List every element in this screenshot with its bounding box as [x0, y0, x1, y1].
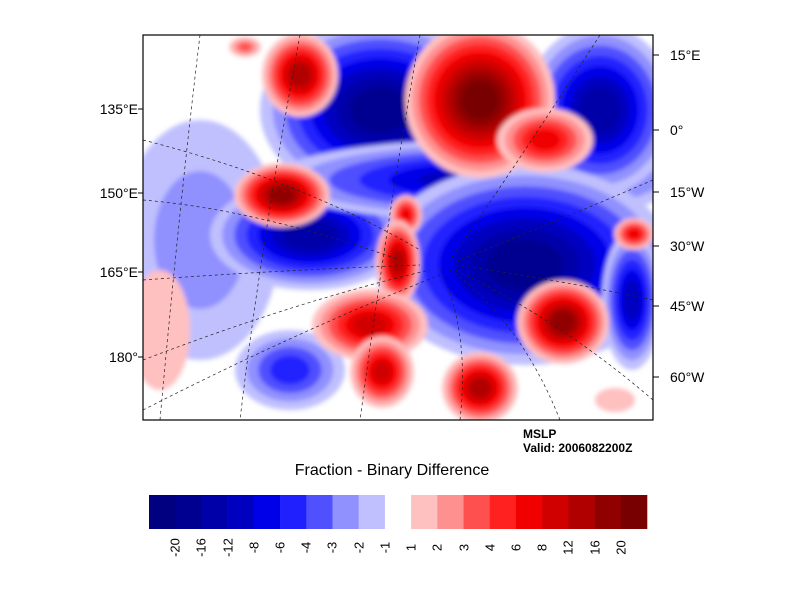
graticule-line [449, 269, 561, 420]
lon-label-right: 0° [670, 122, 684, 138]
colorbar-box [515, 495, 543, 529]
positive-region [595, 388, 635, 412]
colorbar-box [253, 495, 281, 529]
positive-region [269, 186, 295, 204]
colorbar-tick-label: 20 [613, 540, 629, 555]
graticule-line [454, 179, 653, 263]
negative-region [579, 86, 621, 134]
colorbar-box [384, 495, 412, 529]
positive-region [238, 42, 252, 52]
lon-label-right: 60°W [670, 369, 705, 385]
colorbar-tick-label: -4 [298, 541, 314, 554]
graticule [143, 35, 653, 420]
graticule-line [449, 35, 601, 261]
plot-info: MSLP Valid: 2006082200Z [523, 427, 632, 455]
graticule-line [454, 269, 653, 401]
negative-region [486, 239, 564, 291]
positive-region [289, 63, 311, 87]
graticule-line [439, 269, 463, 420]
colorbar-tick-label: 12 [560, 540, 576, 555]
colorbar-box [149, 495, 176, 529]
positive-region [529, 129, 561, 151]
colorbar-box [437, 495, 464, 529]
colorbar-tick-label: 2 [429, 543, 445, 552]
positive-region [469, 378, 491, 398]
colorbar-box [594, 495, 622, 529]
colorbar-box [306, 495, 333, 529]
colorbar-tick-label: -8 [246, 541, 262, 554]
graticule-line [454, 264, 653, 301]
positive-region [627, 228, 641, 240]
positive-region [143, 270, 190, 390]
lon-label-right: 15°W [670, 184, 705, 200]
negative-region [623, 279, 641, 321]
colorbar-box [568, 495, 595, 529]
positive-region [372, 361, 392, 383]
colorbar-tick-label: -3 [324, 541, 340, 554]
positive-region [400, 208, 412, 222]
positive-region [551, 311, 575, 333]
map-frame [142, 34, 654, 421]
colorbar-tick-label: -2 [351, 541, 367, 554]
colorbar-tick-label: 3 [456, 543, 472, 552]
graticule-line [239, 35, 301, 420]
colorbar-tick-label: -1 [377, 541, 393, 554]
graticule-line [143, 274, 441, 411]
lon-label-right: 45°W [670, 298, 705, 314]
axis-ticks [138, 54, 659, 378]
colorbar-box [175, 495, 202, 529]
variable-label: MSLP [523, 427, 557, 441]
graticule-line [143, 199, 401, 261]
graticule-line [143, 264, 421, 281]
graticule-line [359, 35, 421, 420]
colorbar-tick-label: 1 [403, 543, 419, 552]
lon-label-left: 150°E [99, 185, 138, 201]
plot-title: Fraction - Binary Difference [294, 462, 490, 479]
colorbar-box [280, 495, 307, 529]
colorbar-box [358, 495, 386, 529]
colorbar-tick-label: -12 [220, 538, 236, 557]
colorbar-tick-label: 6 [508, 543, 524, 552]
colorbar-box [620, 495, 648, 529]
graticule-line [143, 269, 431, 361]
colorbar-tick-label: -6 [272, 541, 288, 554]
lon-label-left: 180° [109, 349, 138, 365]
colorbar [149, 495, 648, 529]
positive-region [353, 314, 387, 336]
lon-label-right: 15°E [670, 47, 701, 63]
positive-region [392, 250, 404, 274]
difference-field [143, 35, 653, 420]
colorbar-tick-label: 8 [534, 543, 550, 552]
colorbar-box [463, 495, 491, 529]
colorbar-tick-label: -16 [193, 538, 209, 557]
colorbar-box [542, 495, 569, 529]
lon-label-right: 30°W [670, 238, 705, 254]
colorbar-tick-label: 16 [587, 540, 603, 555]
colorbar-box [227, 495, 255, 529]
lon-label-left: 135°E [99, 101, 138, 117]
colorbar-box [332, 495, 359, 529]
colorbar-tick-label: -20 [167, 538, 183, 557]
colorbar-box [411, 495, 438, 529]
negative-region [349, 86, 411, 134]
lon-label-left: 165°E [99, 264, 138, 280]
valid-time-label: Valid: 2006082200Z [523, 441, 633, 455]
negative-region [270, 355, 310, 385]
colorbar-tick-label: 4 [482, 543, 498, 552]
colorbar-box [489, 495, 517, 529]
colorbar-box [201, 495, 228, 529]
positive-region [461, 80, 499, 120]
